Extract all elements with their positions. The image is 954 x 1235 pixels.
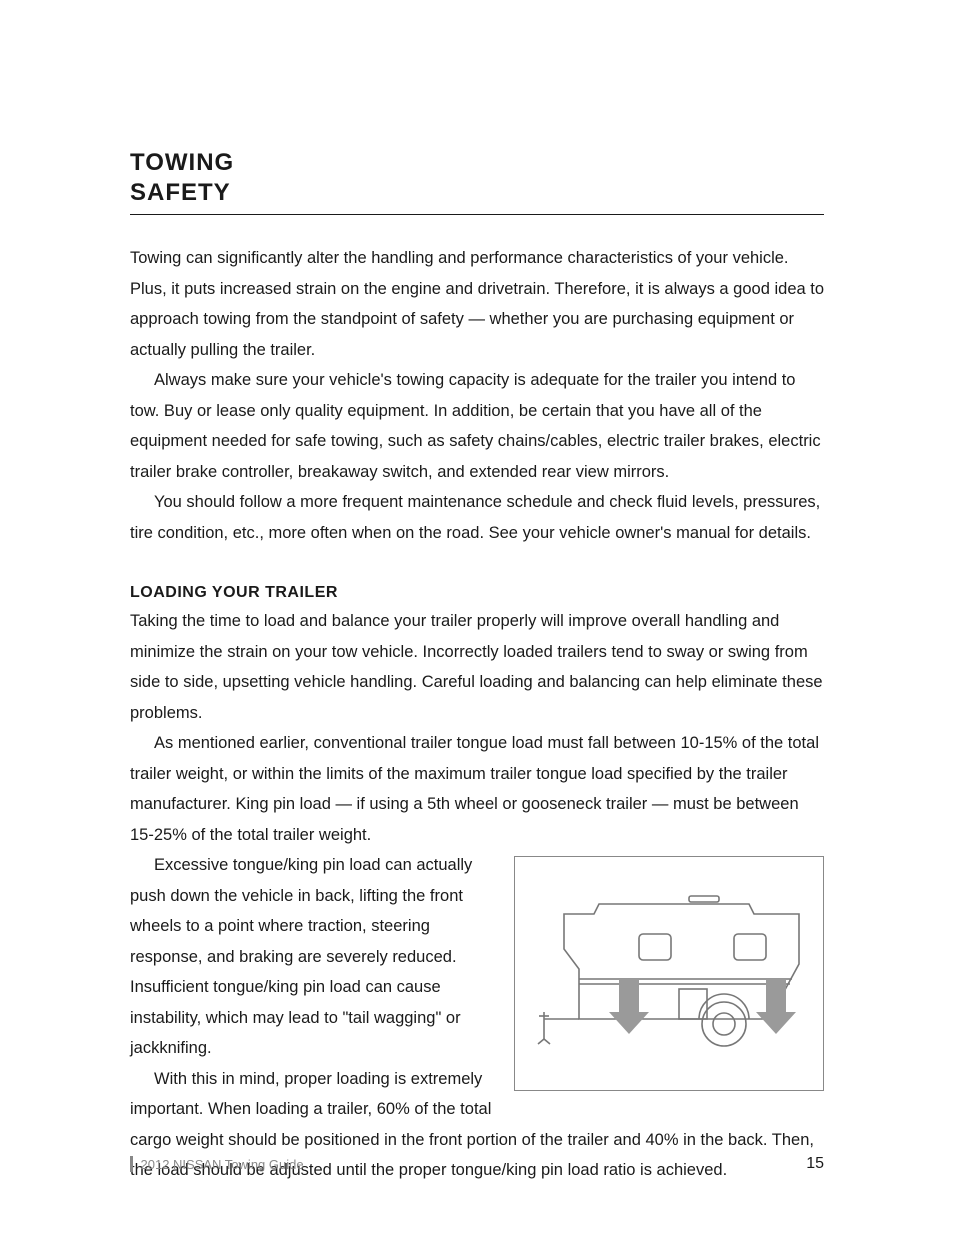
subheading-loading: LOADING YOUR TRAILER [130,584,824,602]
page-number: 15 [806,1155,824,1173]
title-line-1: TOWING [130,149,234,176]
footer-left: 2012 NISSAN Towing Guide [130,1156,304,1172]
intro-paragraph-2: Always make sure your vehicle's towing c… [130,365,824,487]
page-footer: 2012 NISSAN Towing Guide 15 [130,1155,824,1173]
intro-paragraph-1: Towing can significantly alter the handl… [130,243,824,365]
intro-paragraph-3: You should follow a more frequent mainte… [130,487,824,548]
trailer-diagram-icon [524,884,814,1064]
footer-doc-title: 2012 NISSAN Towing Guide [141,1157,304,1172]
loading-paragraph-1: Taking the time to load and balance your… [130,606,824,728]
title-line-2: SAFETY [130,179,231,206]
loading-paragraph-2: As mentioned earlier, conventional trail… [130,728,824,850]
trailer-diagram-figure [514,856,824,1091]
title-rule [130,214,824,215]
footer-bar-icon [130,1156,133,1172]
page-title: TOWING SAFETY [130,148,824,208]
